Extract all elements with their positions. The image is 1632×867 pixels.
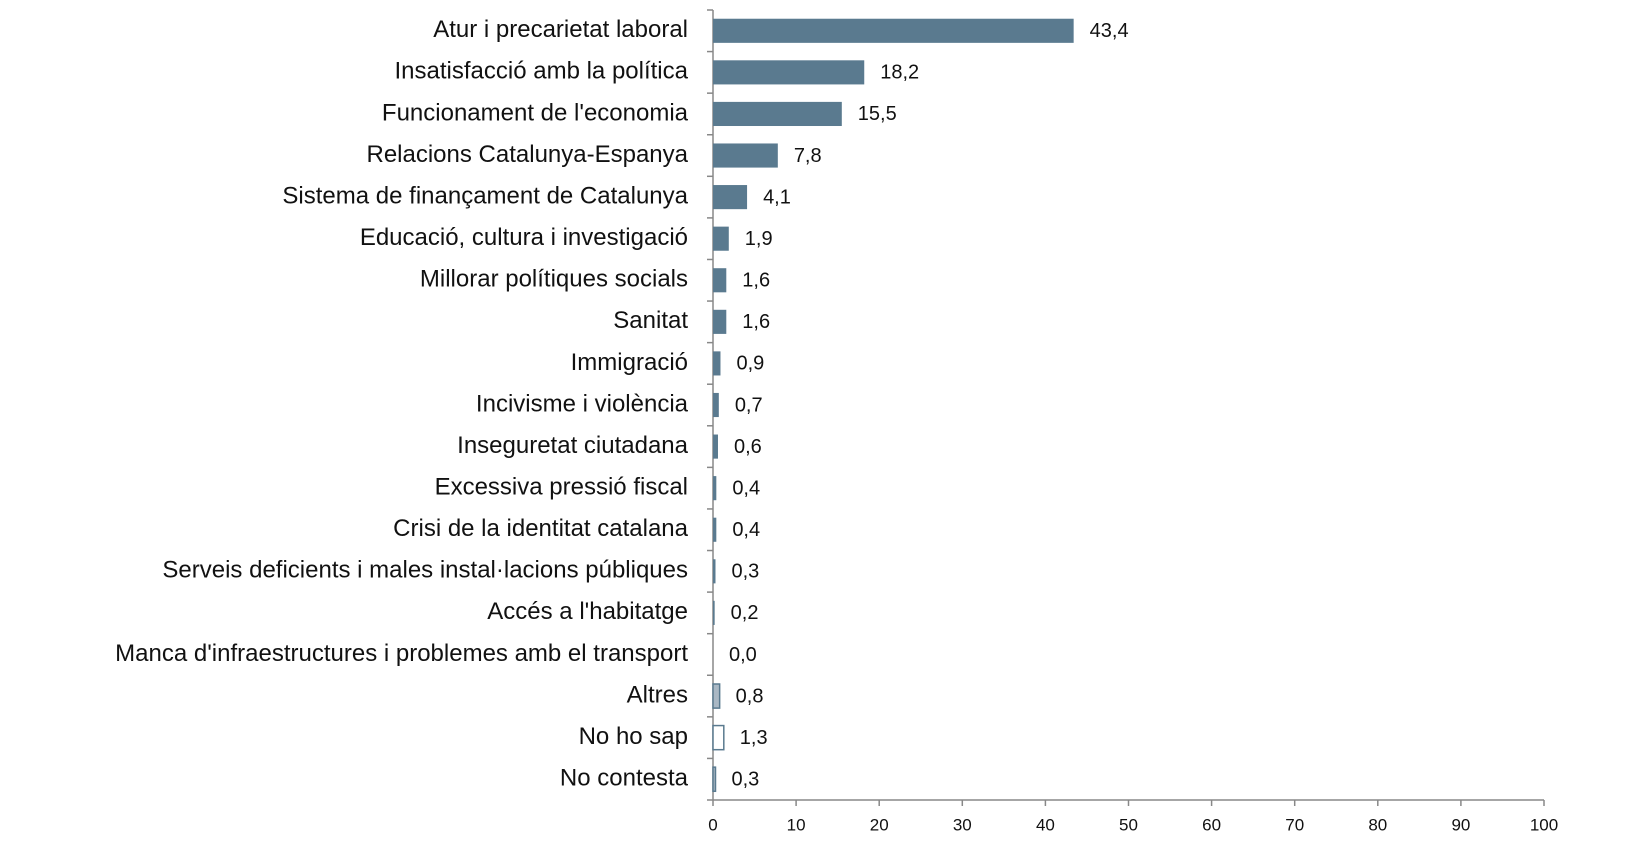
category-label: Crisi de la identitat catalana	[393, 515, 688, 542]
x-tick-label: 30	[953, 815, 972, 834]
x-tick-label: 20	[870, 815, 889, 834]
x-tick-label: 50	[1119, 815, 1138, 834]
value-label: 0,4	[732, 477, 760, 499]
x-tick-label: 70	[1285, 815, 1304, 834]
bar	[713, 101, 842, 127]
bar	[713, 517, 717, 542]
category-label: Inseguretat ciutadana	[457, 432, 688, 459]
value-label: 0,9	[736, 353, 764, 375]
category-label: Relacions Catalunya-Espanya	[366, 141, 688, 168]
value-label: 0,6	[734, 436, 762, 458]
category-label: Sanitat	[613, 307, 688, 334]
bar	[713, 309, 727, 334]
value-label: 4,1	[763, 186, 791, 208]
x-tick-label: 60	[1202, 815, 1221, 834]
x-tick-label: 100	[1530, 815, 1558, 834]
bar	[713, 60, 865, 85]
category-label: No contesta	[560, 765, 689, 792]
bar	[713, 351, 721, 376]
value-label: 0,3	[731, 561, 759, 583]
category-label: Sistema de finançament de Catalunya	[282, 182, 688, 209]
category-label: Accés a l'habitatge	[487, 598, 688, 625]
bar	[713, 18, 1074, 43]
bar	[713, 559, 716, 584]
value-label: 0,2	[731, 602, 759, 624]
value-label: 0,8	[736, 685, 764, 707]
category-label: Educació, cultura i investigació	[360, 224, 688, 251]
bar	[712, 683, 721, 709]
category-label: Immigració	[571, 349, 688, 376]
value-label: 0,4	[732, 519, 760, 541]
value-label: 1,3	[740, 727, 768, 749]
x-tick-label: 10	[787, 815, 806, 834]
category-label: Incivisme i violència	[476, 390, 689, 417]
value-label: 15,5	[858, 103, 897, 125]
category-label: Excessiva pressió fiscal	[435, 474, 688, 501]
category-label: Manca d'infraestructures i problemes amb…	[115, 640, 688, 667]
x-tick-label: 80	[1368, 815, 1387, 834]
bar	[713, 268, 727, 293]
bar	[713, 600, 715, 625]
bar	[712, 766, 717, 793]
value-label: 1,6	[742, 270, 770, 292]
value-label: 1,6	[742, 311, 770, 333]
value-label: 0,3	[731, 768, 759, 790]
value-label: 18,2	[880, 62, 919, 84]
bar	[713, 476, 717, 501]
category-label: Altres	[627, 681, 688, 708]
category-label: No ho sap	[579, 723, 688, 750]
bar	[713, 392, 719, 418]
value-label: 0,0	[729, 644, 757, 666]
category-label: Atur i precarietat laboral	[433, 16, 688, 43]
category-label: Insatisfacció amb la política	[395, 58, 689, 85]
category-label: Funcionament de l'economia	[382, 99, 689, 126]
value-label: 0,7	[735, 394, 763, 416]
bar	[712, 724, 725, 751]
category-label: Serveis deficients i males instal·lacion…	[162, 557, 688, 584]
value-label: 7,8	[794, 145, 822, 167]
bar	[713, 434, 718, 459]
bar	[713, 143, 778, 168]
bar	[713, 226, 729, 251]
x-tick-label: 40	[1036, 815, 1055, 834]
x-tick-label: 90	[1451, 815, 1470, 834]
x-tick-label: 0	[708, 815, 717, 834]
value-label: 43,4	[1090, 20, 1129, 42]
value-label: 1,9	[745, 228, 773, 250]
bar	[713, 185, 748, 210]
category-label: Millorar polítiques socials	[420, 266, 688, 293]
